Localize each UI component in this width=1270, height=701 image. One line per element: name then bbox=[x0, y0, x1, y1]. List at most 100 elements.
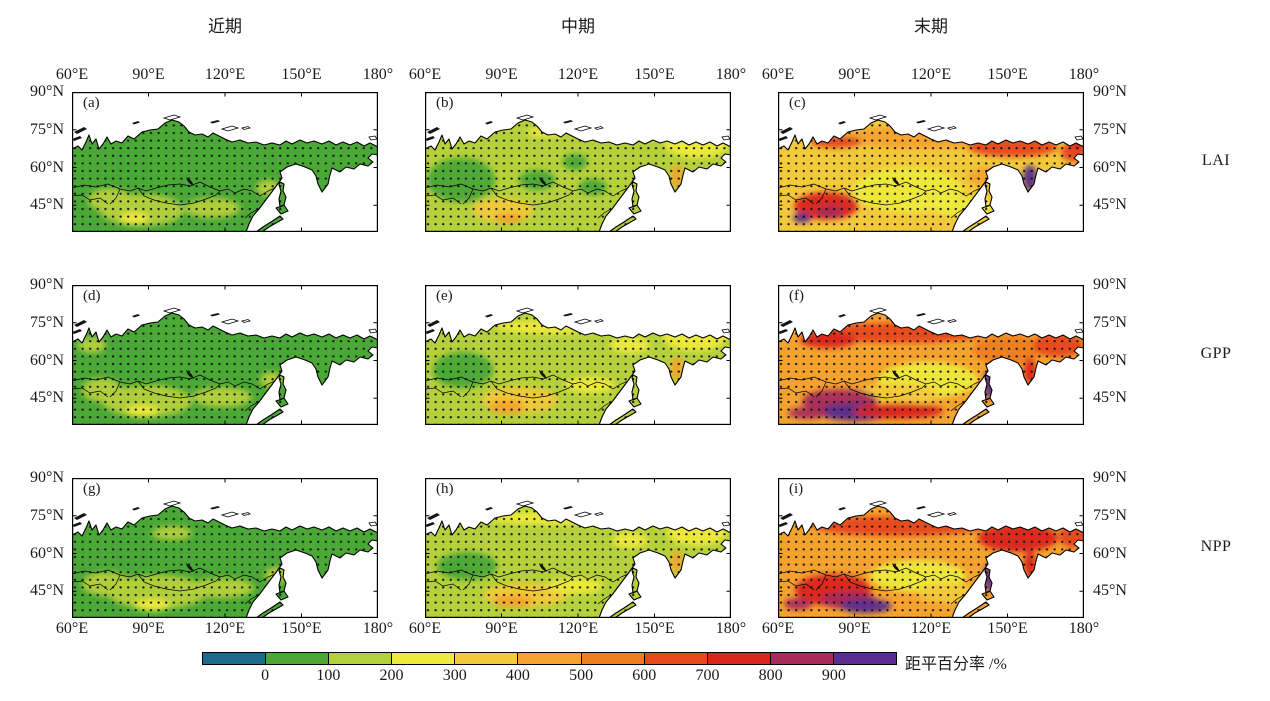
map-canvas bbox=[778, 92, 1084, 232]
arctic-islands bbox=[868, 114, 1084, 141]
axis-ticks bbox=[72, 92, 378, 232]
stipple-dots bbox=[72, 313, 378, 425]
colorbar-tick-label: 0 bbox=[261, 667, 270, 684]
map-canvas bbox=[72, 478, 378, 618]
colorbar-tick-label: 100 bbox=[316, 667, 341, 684]
lat-tick-label: 75°N bbox=[1093, 313, 1127, 331]
lon-axis-labels: 60°E 90°E 120°E 150°E 180° bbox=[409, 66, 746, 88]
row-label-npp: NPP bbox=[1200, 538, 1232, 555]
colorbar-segment bbox=[833, 653, 897, 664]
colorbar-segment bbox=[203, 653, 267, 664]
colorbar-segment bbox=[392, 653, 456, 664]
panel-frame bbox=[72, 92, 378, 232]
stipple-dots bbox=[425, 506, 731, 618]
map-panel-lai-3: (c) bbox=[778, 92, 1084, 232]
lat-tick-label: 90°N bbox=[30, 83, 64, 100]
colorbar-title: 距平百分率 /% bbox=[905, 656, 1007, 673]
colorbar-segment bbox=[329, 653, 393, 664]
lat-tick-label: 60°N bbox=[30, 544, 64, 562]
axis-ticks bbox=[425, 92, 731, 232]
column-title-mid-term: 中期 bbox=[561, 17, 595, 36]
axis-ticks bbox=[425, 285, 731, 425]
colorbar-tick-label: 800 bbox=[758, 667, 783, 684]
lon-tick-label: 90°E bbox=[485, 620, 518, 637]
lon-tick-label: 60°E bbox=[408, 66, 442, 83]
map-panel-npp-2: (h) bbox=[425, 478, 731, 618]
colorbar-segment bbox=[518, 653, 582, 664]
arctic-islands bbox=[162, 114, 378, 141]
lon-axis-labels: 60°E 90°E 120°E 150°E 180° bbox=[762, 66, 1099, 88]
panel-frame bbox=[72, 285, 378, 425]
lon-tick-label: 90°E bbox=[838, 66, 871, 83]
lon-axis-labels: 60°E 90°E 120°E 150°E 180° bbox=[762, 620, 1099, 642]
colorbar-segment bbox=[707, 653, 771, 664]
row-label-lai: LAI bbox=[1201, 152, 1231, 169]
lat-tick-label: 75°N bbox=[30, 120, 64, 138]
lon-tick-label: 180° bbox=[362, 66, 394, 83]
axis-ticks bbox=[425, 478, 731, 618]
map-panel-npp-3: (i) bbox=[778, 478, 1084, 618]
arctic-islands bbox=[515, 307, 731, 334]
colorbar-segment bbox=[581, 653, 645, 664]
arctic-islands bbox=[515, 500, 731, 527]
map-canvas bbox=[425, 478, 731, 618]
map-panel-lai-1: (a) bbox=[72, 92, 378, 232]
axis-ticks bbox=[778, 92, 1084, 232]
axis-ticks bbox=[778, 285, 1084, 425]
lat-tick-label: 90°N bbox=[1093, 469, 1127, 486]
lat-tick-label: 45°N bbox=[1093, 389, 1127, 407]
lon-tick-label: 60°E bbox=[761, 66, 795, 83]
stipple-dots bbox=[425, 120, 731, 232]
lat-tick-label: 45°N bbox=[1093, 582, 1127, 600]
stipple-dots bbox=[778, 313, 1084, 425]
lon-tick-label: 90°E bbox=[485, 66, 518, 83]
colorbar-tick-label: 200 bbox=[379, 667, 404, 684]
lake-baikal bbox=[892, 177, 900, 186]
lat-tick-label: 60°N bbox=[1093, 158, 1127, 176]
panel-frame bbox=[425, 92, 731, 232]
lat-tick-label: 60°N bbox=[1093, 544, 1127, 562]
arctic-islands bbox=[868, 307, 1084, 334]
lon-tick-label: 90°E bbox=[838, 620, 871, 637]
colorbar bbox=[202, 652, 897, 665]
lat-tick-label: 45°N bbox=[30, 196, 64, 214]
stipple-dots bbox=[72, 506, 378, 618]
panel-letter: (d) bbox=[83, 288, 101, 304]
lat-tick-label: 60°N bbox=[30, 158, 64, 176]
lon-tick-label: 150°E bbox=[281, 620, 322, 637]
lon-tick-label: 120°E bbox=[204, 66, 246, 83]
colorbar-tick-label: 400 bbox=[505, 667, 530, 684]
lon-tick-label: 60°E bbox=[55, 66, 89, 83]
country-borders bbox=[425, 181, 629, 219]
arctic-islands bbox=[868, 500, 1084, 527]
arctic-islands bbox=[162, 500, 378, 527]
lake-baikal bbox=[539, 563, 547, 572]
country-borders bbox=[72, 181, 276, 219]
map-panel-gpp-2: (e) bbox=[425, 285, 731, 425]
panel-letter: (e) bbox=[436, 288, 453, 304]
column-title-near-term: 近期 bbox=[208, 17, 242, 36]
map-canvas bbox=[425, 285, 731, 425]
lat-tick-label: 75°N bbox=[30, 313, 64, 331]
lon-axis-labels: 60°E 90°E 120°E 150°E 180° bbox=[56, 66, 393, 88]
panel-letter: (b) bbox=[436, 95, 454, 111]
colorbar-segment bbox=[455, 653, 519, 664]
panel-letter: (i) bbox=[789, 481, 804, 497]
map-canvas bbox=[425, 92, 731, 232]
lon-tick-label: 120°E bbox=[557, 66, 599, 83]
map-canvas bbox=[778, 478, 1084, 618]
lon-axis-labels: 60°E 90°E 120°E 150°E 180° bbox=[409, 620, 746, 642]
lon-tick-label: 180° bbox=[715, 66, 747, 83]
lat-tick-label: 90°N bbox=[1093, 276, 1127, 293]
map-canvas bbox=[778, 285, 1084, 425]
panel-frame bbox=[778, 478, 1084, 618]
axis-ticks bbox=[778, 478, 1084, 618]
country-borders bbox=[425, 374, 629, 412]
colorbar-tick-label: 300 bbox=[442, 667, 467, 684]
lon-tick-label: 90°E bbox=[132, 66, 165, 83]
lon-tick-label: 180° bbox=[715, 620, 747, 637]
axis-ticks bbox=[72, 478, 378, 618]
lake-baikal bbox=[186, 370, 194, 379]
panel-frame bbox=[778, 285, 1084, 425]
